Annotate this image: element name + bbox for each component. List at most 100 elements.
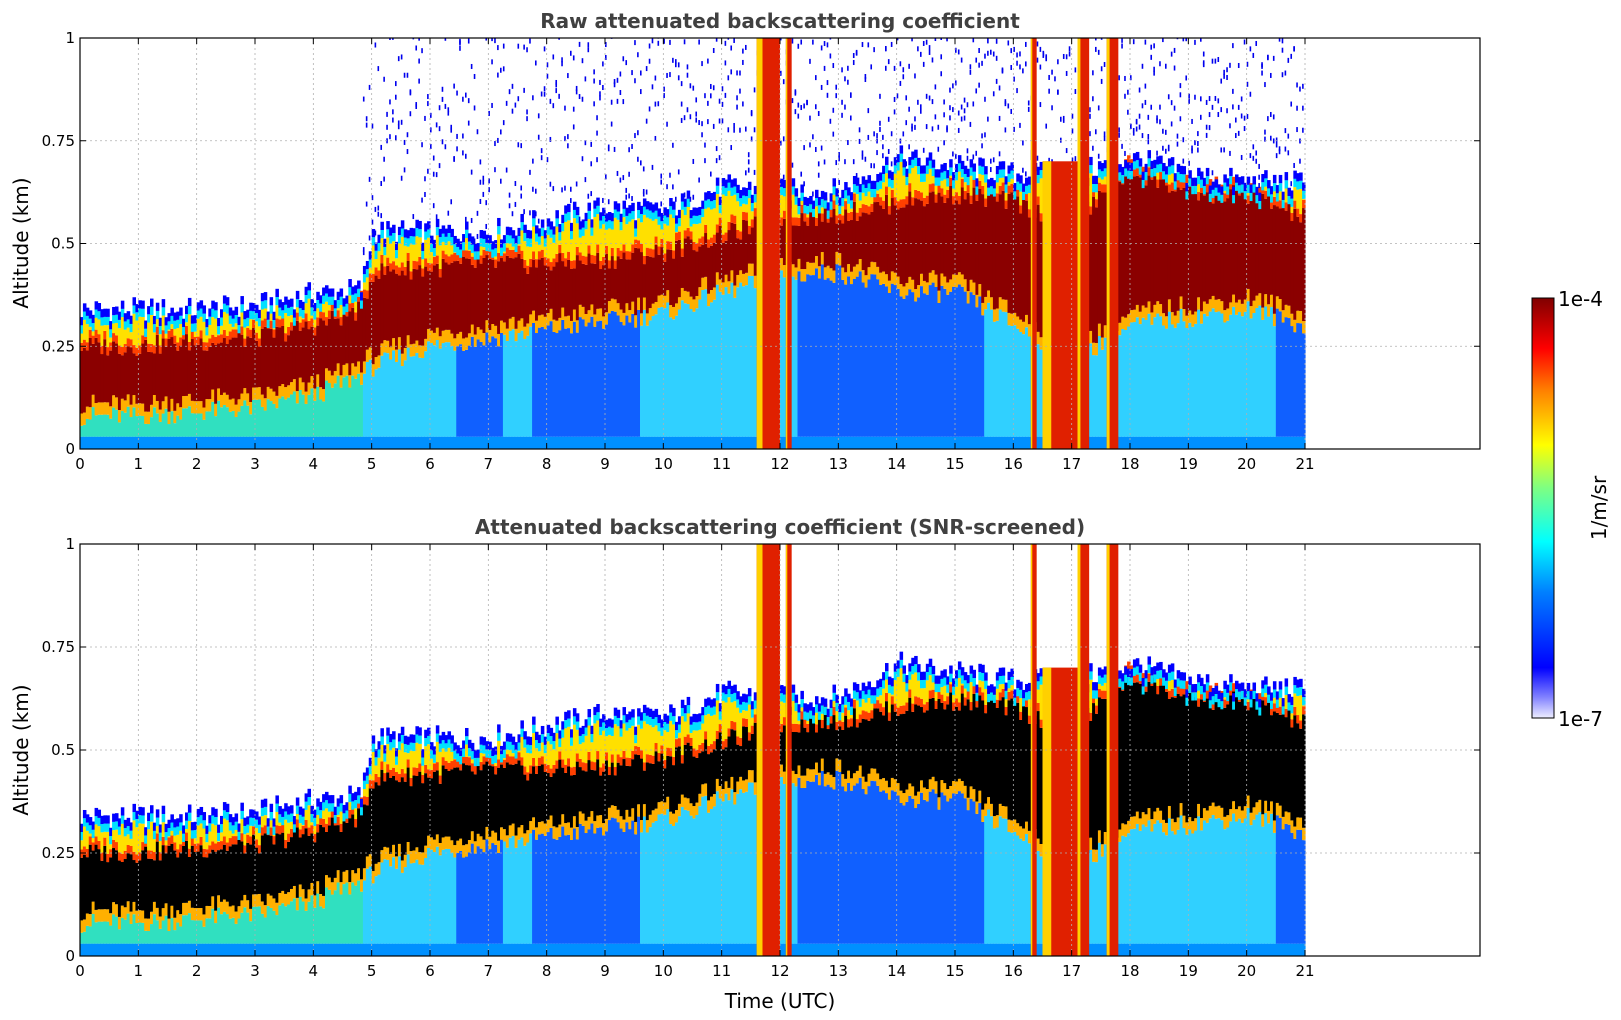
heatmap-cell [1022, 199, 1026, 322]
heatmap-cell [1226, 320, 1230, 437]
panel-raw: Raw attenuated backscattering coefficien… [9, 9, 1481, 473]
heatmap-cell [680, 436, 685, 449]
heatmap-cell [123, 836, 128, 851]
heatmap-cell [1293, 178, 1297, 188]
heatmap-cell [1004, 208, 1009, 300]
heatmap-cell [1217, 184, 1222, 193]
heatmap-cell [581, 263, 586, 307]
heatmap-cell [1010, 436, 1014, 449]
noise-speck [820, 45, 823, 51]
heatmap-cell [733, 297, 737, 437]
heatmap-cell [310, 825, 314, 834]
heatmap-cell [362, 274, 367, 283]
heatmap-cell [284, 399, 288, 437]
noise-speck [1153, 66, 1155, 72]
heatmap-cell [272, 836, 277, 845]
heatmap-cell [710, 245, 714, 290]
heatmap-cell [966, 436, 971, 449]
noise-speck [362, 96, 365, 102]
heatmap-cell [123, 400, 128, 413]
heatmap-cell [1200, 192, 1204, 312]
heatmap-cell [453, 244, 457, 253]
heatmap-cell [1217, 192, 1222, 201]
heatmap-cell [680, 209, 685, 249]
heatmap-cell [327, 304, 332, 311]
heatmap-cell [1159, 436, 1163, 449]
heatmap-cell [1205, 176, 1210, 185]
noise-speck [1004, 99, 1007, 105]
heatmap-cell [1025, 436, 1029, 449]
heatmap-cell [692, 215, 697, 224]
heatmap-cell [782, 210, 787, 219]
heatmap-cell [1156, 301, 1160, 314]
heatmap-cell [847, 195, 851, 204]
heatmap-cell [695, 436, 699, 449]
heatmap-cell [1097, 169, 1102, 178]
heatmap-cell [669, 305, 673, 318]
heatmap-cell [753, 275, 758, 289]
heatmap-cell [1264, 178, 1268, 187]
heatmap-cell [298, 943, 303, 956]
heatmap-cell [829, 208, 834, 218]
heatmap-cell [972, 179, 977, 188]
heatmap-cell [138, 316, 142, 346]
heatmap-cell [1132, 153, 1137, 162]
heatmap-cell [794, 225, 799, 268]
heatmap-cell [1010, 178, 1014, 184]
heatmap-cell [922, 436, 927, 449]
heatmap-cell [750, 194, 755, 204]
noise-speck [479, 198, 482, 204]
heatmap-cell [940, 273, 944, 286]
heatmap-cell [733, 186, 737, 195]
heatmap-cell [263, 798, 268, 807]
heatmap-cell [698, 215, 702, 224]
heatmap-cell [727, 293, 732, 437]
heatmap-cell [389, 227, 393, 236]
heatmap-cell [1290, 326, 1294, 437]
noise-speck [952, 83, 954, 89]
noise-speck [832, 63, 835, 69]
noise-speck [508, 203, 511, 209]
heatmap-cell [115, 813, 119, 822]
noise-speck [733, 127, 735, 133]
heatmap-cell [657, 295, 662, 308]
heatmap-cell [1089, 206, 1093, 215]
heatmap-cell [479, 341, 484, 437]
heatmap-cell [94, 909, 99, 923]
heatmap-cell [657, 224, 662, 247]
heatmap-cell [782, 436, 787, 449]
heatmap-cell [922, 197, 927, 207]
heatmap-cell [345, 316, 349, 364]
heatmap-cell [1182, 309, 1187, 322]
heatmap-cell [263, 905, 268, 918]
heatmap-cell [797, 436, 802, 449]
heatmap-cell [409, 236, 414, 245]
noise-speck [1182, 158, 1185, 164]
heatmap-cell [1299, 188, 1303, 215]
heatmap-cell [1092, 355, 1096, 437]
heatmap-cell [1255, 195, 1259, 204]
heatmap-cell [885, 156, 889, 165]
noise-speck [890, 161, 893, 167]
heatmap-cell [966, 291, 971, 304]
heatmap-cell [208, 831, 212, 846]
noise-speck [1223, 147, 1225, 153]
noise-speck [564, 185, 566, 191]
heatmap-cell [552, 266, 557, 320]
heatmap-cell [450, 262, 454, 334]
heatmap-cell [701, 436, 705, 449]
noise-speck [613, 82, 616, 88]
heatmap-cell [269, 835, 274, 896]
heatmap-cell [249, 825, 253, 837]
heatmap-cell [613, 260, 618, 269]
heatmap-cell [555, 253, 559, 263]
heatmap-cell [112, 341, 116, 396]
heatmap-cell [561, 436, 565, 449]
heatmap-cell [505, 436, 510, 449]
heatmap-cell [246, 327, 250, 337]
heatmap-cell [689, 436, 694, 449]
noise-speck [1197, 141, 1199, 147]
heatmap-cell [310, 822, 314, 826]
noise-speck [555, 79, 558, 85]
heatmap-cell [182, 943, 186, 956]
